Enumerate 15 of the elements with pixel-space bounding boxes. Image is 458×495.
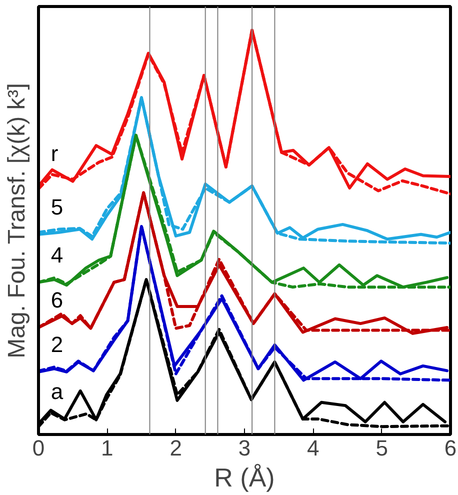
series-label: 4 — [50, 242, 64, 268]
x-tick-label: 2 — [170, 436, 182, 460]
y-axis-title: Mag. Fou. Transf. [χ(k) k³] — [4, 83, 30, 358]
x-tick-label: 0 — [32, 436, 45, 460]
x-axis-title: R (Å) — [214, 462, 275, 492]
x-tick-label: 6 — [444, 436, 457, 460]
x-tick-label: 4 — [307, 436, 320, 460]
series-label: a — [50, 378, 64, 404]
x-tick-label: 5 — [376, 436, 388, 460]
series-label: r — [50, 141, 58, 166]
series-label: 6 — [50, 288, 64, 313]
series-label: 2 — [50, 332, 64, 358]
x-tick-label: 3 — [238, 436, 251, 460]
x-tick-label: 1 — [101, 436, 114, 460]
series-label: 5 — [50, 194, 64, 220]
